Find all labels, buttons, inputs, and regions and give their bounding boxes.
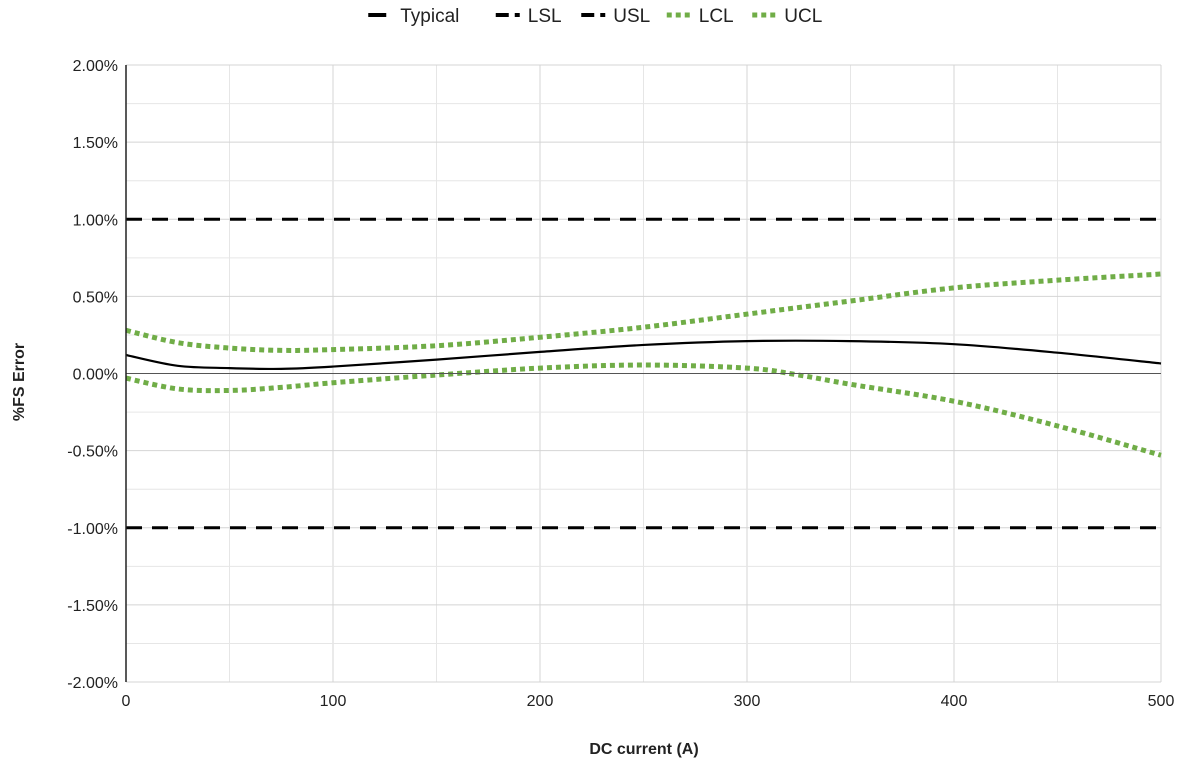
y-tick-label: -1.50% xyxy=(67,598,118,615)
legend: Typical LSL USL LCL UCL xyxy=(368,6,822,27)
y-tick-label: -0.50% xyxy=(67,444,118,461)
legend-label: Typical xyxy=(400,6,459,27)
y-tick-label: 1.50% xyxy=(73,135,118,152)
legend-item-lcl: LCL xyxy=(666,6,734,27)
y-axis-ticks: 2.00% 1.50% 1.00% 0.50% 0.00% -0.50% -1.00% -1.… xyxy=(67,58,118,692)
legend-label: LCL xyxy=(699,6,734,27)
x-tick-label: 100 xyxy=(320,693,347,710)
x-tick-label: 500 xyxy=(1148,693,1175,710)
series-line-lcl xyxy=(125,362,1162,458)
legend-item-ucl: UCL xyxy=(752,6,822,27)
y-tick-label: -1.00% xyxy=(67,521,118,538)
legend-label: UCL xyxy=(784,6,822,27)
series-layer xyxy=(125,271,1162,458)
axes xyxy=(125,65,1161,682)
legend-item-typical: Typical xyxy=(368,6,459,27)
x-tick-label: 300 xyxy=(734,693,761,710)
legend-item-lsl: LSL xyxy=(495,6,562,27)
x-tick-label: 400 xyxy=(941,693,968,710)
y-tick-label: -2.00% xyxy=(67,675,118,692)
series-line-ucl xyxy=(125,271,1162,353)
legend-label: LSL xyxy=(528,6,562,27)
legend-item-usl: USL xyxy=(581,6,650,27)
x-tick-label: 0 xyxy=(122,693,131,710)
y-tick-label: 1.00% xyxy=(73,212,118,229)
series-line-typical xyxy=(125,339,1162,371)
x-axis-title: DC current (A) xyxy=(589,741,698,758)
y-axis-title: %FS Error xyxy=(11,343,28,421)
y-tick-label: 0.00% xyxy=(73,367,118,384)
legend-label: USL xyxy=(613,6,650,27)
x-tick-label: 200 xyxy=(527,693,554,710)
y-tick-label: 2.00% xyxy=(73,58,118,75)
x-axis-ticks: 0 100 200 300 400 500 xyxy=(122,693,1175,710)
reference-lines xyxy=(126,217,1161,530)
y-tick-label: 0.50% xyxy=(73,289,118,306)
